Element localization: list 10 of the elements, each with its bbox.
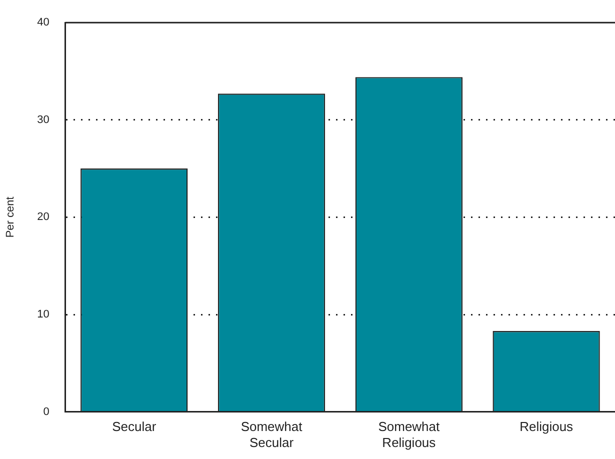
y-axis-title: Per cent xyxy=(4,196,17,238)
y-tick-label: 20 xyxy=(37,211,50,224)
x-tick-label: Somewhat Secular xyxy=(240,419,303,450)
x-tick-label: Somewhat Religious xyxy=(378,419,440,450)
y-tick-label: 10 xyxy=(37,308,50,321)
y-tick-label: 30 xyxy=(37,114,50,126)
x-tick-label: Secular xyxy=(112,419,157,434)
y-tick-label: 0 xyxy=(43,406,50,418)
y-tick-label: 40 xyxy=(37,16,50,29)
x-tick-label: Religious xyxy=(520,419,574,434)
